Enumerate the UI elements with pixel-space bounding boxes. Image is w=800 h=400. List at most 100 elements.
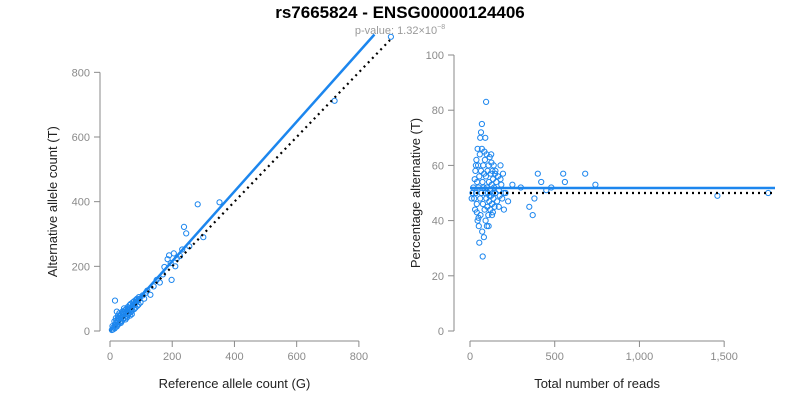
x-tick-label: 0 <box>107 351 113 363</box>
data-point <box>476 151 483 158</box>
data-point <box>483 223 490 230</box>
data-point <box>482 173 489 180</box>
p-value-exponent: −8 <box>437 24 446 31</box>
percentage-panel: 0 500 1,000 1,500 0 20 40 60 80 100 Total number o… <box>408 50 775 391</box>
x-tick-label: 600 <box>287 351 305 363</box>
data-point <box>480 162 487 169</box>
data-point <box>560 170 567 177</box>
data-point <box>474 145 481 152</box>
data-point <box>475 223 482 230</box>
data-point <box>164 256 171 263</box>
fit-line <box>109 33 376 332</box>
y-tick-label: 200 <box>72 261 90 273</box>
y-tick-label: 0 <box>84 326 90 338</box>
data-point <box>529 212 536 219</box>
data-point <box>509 181 516 188</box>
data-point <box>489 176 497 183</box>
data-point <box>481 148 488 155</box>
data-point <box>582 170 589 177</box>
data-point <box>200 234 207 241</box>
data-point <box>495 203 502 210</box>
data-point <box>479 178 486 186</box>
data-point <box>485 212 492 219</box>
y-axis-title: Alternative allele count (T) <box>45 126 60 277</box>
p-value-subtitle: p-value: 1.32×10−8 <box>0 24 800 37</box>
data-point <box>476 239 483 246</box>
y-tick-label: 0 <box>438 326 444 338</box>
data-point <box>127 312 134 319</box>
y-tick-label: 800 <box>72 67 90 79</box>
data-point <box>494 198 501 205</box>
data-point <box>534 170 541 177</box>
data-point <box>472 167 479 174</box>
data-point <box>331 97 338 104</box>
data-point <box>499 170 507 177</box>
data-point <box>111 297 119 304</box>
data-point <box>485 223 492 230</box>
y-tick-label: 60 <box>432 160 444 172</box>
data-point <box>492 167 499 174</box>
x-tick-label: 500 <box>546 351 564 363</box>
data-point <box>479 200 486 208</box>
data-point <box>128 311 135 318</box>
y-tick-label: 80 <box>432 105 444 117</box>
data-point <box>468 195 475 202</box>
data-point <box>561 178 569 186</box>
x-axis-title: Total number of reads <box>534 376 660 391</box>
data-point <box>488 212 496 219</box>
data-point <box>475 214 482 221</box>
x-tick-label: 800 <box>350 351 368 363</box>
data-point <box>479 253 486 260</box>
x-tick-label: 200 <box>163 351 181 363</box>
data-point <box>592 181 599 188</box>
x-tick-label: 0 <box>467 351 473 363</box>
data-point <box>473 200 480 208</box>
x-tick-label: 400 <box>225 351 243 363</box>
data-point <box>491 203 498 210</box>
data-point <box>476 173 483 180</box>
data-point <box>493 178 500 186</box>
data-point <box>122 316 129 323</box>
data-point <box>183 230 190 237</box>
data-point <box>474 217 481 224</box>
data-point <box>477 167 485 174</box>
data-point <box>478 120 485 128</box>
data-point <box>490 162 497 169</box>
data-point <box>194 201 201 208</box>
p-value-text: p-value: 1.32×10 <box>354 25 438 37</box>
data-point <box>477 129 485 136</box>
data-point <box>477 134 484 141</box>
y-tick-label: 400 <box>72 197 90 209</box>
data-point <box>147 291 154 298</box>
x-tick-label: 1,500 <box>710 351 738 363</box>
data-point <box>479 228 486 235</box>
data-point <box>481 156 488 163</box>
data-point <box>482 217 489 224</box>
data-point <box>499 195 506 202</box>
data-point <box>478 189 485 197</box>
x-axis-title: Reference allele count (G) <box>159 376 311 391</box>
data-point <box>473 209 480 216</box>
data-point <box>480 234 487 241</box>
data-point <box>387 33 394 40</box>
data-point <box>168 276 175 283</box>
data-point <box>482 134 489 141</box>
y-tick-label: 600 <box>72 132 90 144</box>
data-point <box>488 151 495 158</box>
allele-count-panel: 0 200 400 600 800 0 200 400 600 800 Reference alle… <box>45 33 394 391</box>
data-point <box>538 178 545 186</box>
data-point <box>498 181 505 188</box>
y-tick-label: 40 <box>432 216 444 228</box>
reference-line <box>109 39 391 332</box>
data-point <box>477 195 484 202</box>
data-point <box>526 203 533 210</box>
data-point <box>497 162 504 169</box>
data-point <box>179 246 186 253</box>
y-axis-title: Percentage alternative (T) <box>408 118 423 268</box>
data-point <box>167 260 174 267</box>
chart-title: rs7665824 - ENSG00000124406 <box>275 3 525 22</box>
y-tick-label: 20 <box>432 271 444 283</box>
data-point <box>170 250 177 257</box>
data-point <box>500 206 507 213</box>
data-point <box>502 189 509 197</box>
